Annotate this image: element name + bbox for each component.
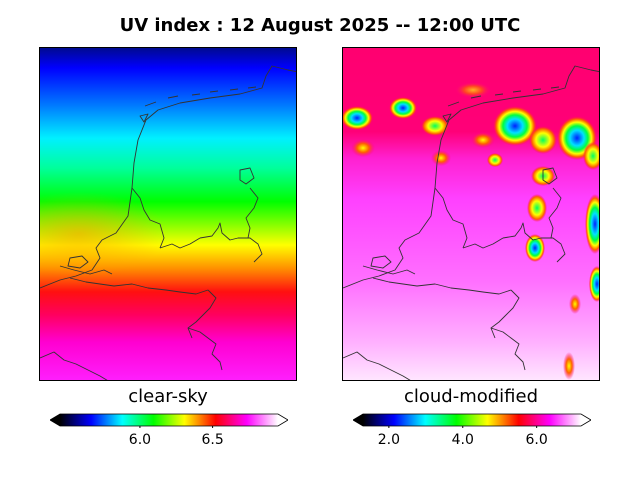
cloud-modified-coastline — [343, 65, 599, 380]
clear-sky-coastline — [40, 65, 296, 380]
clear-sky-colorbar-outline — [50, 413, 288, 427]
cloud-features — [343, 82, 599, 380]
clear-sky-label: clear-sky — [128, 386, 208, 407]
cloud-modified-colorbar-min-extend — [353, 414, 363, 426]
clear-sky-colorbar-tick-label: 6.5 — [201, 432, 224, 448]
figure-title: UV index : 12 August 2025 -- 12:00 UTC — [119, 15, 521, 36]
cloud-modified-colorbar-tick-label: 2.0 — [377, 432, 400, 448]
cloud-modified-colorbar-outline — [353, 413, 591, 427]
clear-sky-colorbar-gradient — [60, 414, 278, 426]
cloud-modified-gradient — [343, 48, 599, 380]
cloud-modified-colorbar — [353, 413, 591, 428]
cloud-modified-map — [342, 47, 600, 381]
cloud-modified-colorbar-tick-label: 6.0 — [525, 432, 548, 448]
cloud-modified-colorbar-tick-label: 4.0 — [451, 432, 474, 448]
clear-sky-gradient-blob — [40, 168, 296, 288]
clear-sky-colorbar-max-extend — [278, 414, 288, 426]
clear-sky-map — [39, 47, 297, 381]
cloud-modified-colorbar-max-extend — [581, 414, 591, 426]
clear-sky-field — [40, 48, 296, 380]
cloud-modified-field — [343, 48, 599, 380]
clear-sky-colorbar-min-extend — [50, 414, 60, 426]
cloud-modified-label: cloud-modified — [403, 386, 539, 407]
clear-sky-colorbar — [50, 413, 288, 428]
cloud-modified-colorbar-gradient — [363, 414, 581, 426]
clear-sky-colorbar-tick-label: 6.0 — [128, 432, 152, 448]
